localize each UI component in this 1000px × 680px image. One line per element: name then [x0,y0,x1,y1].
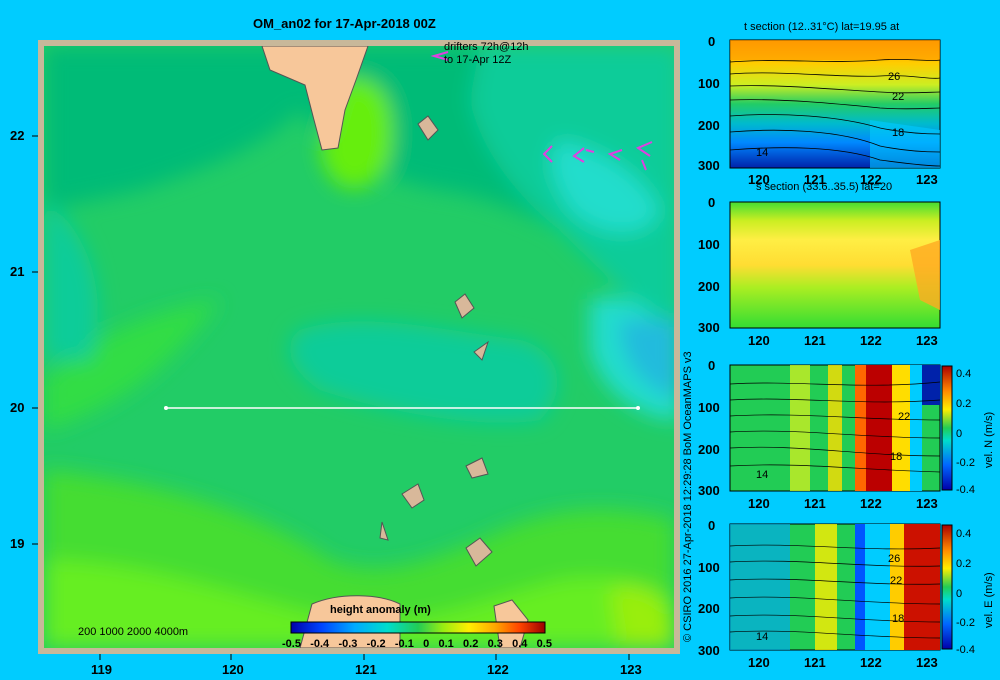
map-ytick: 19 [10,536,25,551]
vn-ytick: 300 [698,483,720,498]
map-xtick: 120 [222,662,244,677]
vel-n-plot: 22 18 14 [729,364,941,492]
svg-text:22: 22 [890,575,902,587]
vn-cbar-tick: 0 [956,428,963,440]
cbar-tick: -0.2 [366,638,386,650]
ve-xtick: 122 [860,655,882,670]
map-xtick: 122 [487,662,509,677]
s-xtick: 120 [748,333,770,348]
t-ytick: 300 [698,158,720,173]
cbar-tick: 0.2 [463,638,479,650]
s-xtick: 122 [860,333,882,348]
vn-xtick: 121 [804,496,826,511]
svg-text:18: 18 [892,613,904,625]
s-ytick: 100 [698,237,720,252]
t-xtick: 120 [748,172,770,187]
map-title: OM_an02 for 17-Apr-2018 00Z [253,16,436,31]
map-ytick: 20 [10,400,25,415]
vn-xtick: 123 [916,496,938,511]
cbar-tick: 0.3 [487,638,503,650]
vel-n-label: vel. N (m/s) [983,411,995,468]
cbar-tick: -0.1 [394,638,414,650]
height-colorbar [290,621,546,634]
ve-ytick: 300 [698,643,720,658]
map-ytick: 21 [10,264,25,279]
t-xtick: 121 [804,172,826,187]
ve-xtick: 120 [748,655,770,670]
svg-text:18: 18 [892,127,904,139]
cbar-tick: 0.1 [438,638,454,650]
vn-ytick: 100 [698,400,720,415]
s-xtick: 121 [804,333,826,348]
s-ytick: 0 [708,195,716,210]
ve-xtick: 121 [804,655,826,670]
ve-cbar-tick: -0.4 [956,644,975,656]
t-section-title: t section (12..31°C) lat=19.95 at [744,21,900,33]
t-ytick: 100 [698,76,720,91]
vel-e-colorbar [941,524,953,650]
cbar-tick: -0.5 [282,638,301,650]
depth-legend: 200 1000 2000 4000m [78,626,189,638]
ve-cbar-tick: 0.2 [956,558,972,570]
s-ytick: 200 [698,279,720,294]
t-xtick: 122 [860,172,882,187]
drifter-note-1: drifters 72h@12h [444,41,529,53]
vn-cbar-tick: -0.2 [956,457,975,469]
ve-cbar-tick: 0.4 [956,528,972,540]
cbar-tick: 0 [423,638,430,650]
colorbar-ticks: -0.5 -0.4 -0.3 -0.2 -0.1 0 0.1 0.2 0.3 0… [282,638,552,650]
svg-text:14: 14 [756,147,768,159]
height-anomaly-map [32,40,680,660]
t-ytick: 200 [698,118,720,133]
svg-text:14: 14 [756,631,768,643]
vn-ytick: 200 [698,442,720,457]
ve-cbar-tick: 0 [956,588,963,600]
map-ytick: 22 [10,128,25,143]
svg-text:26: 26 [888,553,900,565]
vn-cbar-tick: 0.4 [956,368,972,380]
s-ytick: 300 [698,320,720,335]
land-taiwan [261,46,369,151]
vel-e-label: vel. E (m/s) [983,572,995,628]
ve-ytick: 0 [708,518,716,533]
drifter-note-2: to 17-Apr 12Z [444,54,512,66]
svg-text:22: 22 [892,91,904,103]
t-section-plot: 26 22 18 14 [729,39,941,169]
cbar-tick: 0.4 [512,638,528,650]
cbar-tick: 0.5 [536,638,552,650]
drifter-tracks [430,51,653,171]
vn-xtick: 122 [860,496,882,511]
svg-text:22: 22 [898,411,910,423]
colorbar-title: height anomaly (m) [330,604,431,616]
ve-ytick: 100 [698,560,720,575]
cbar-tick: -0.4 [310,638,330,650]
s-section-plot [729,201,941,329]
ve-cbar-tick: -0.2 [956,617,975,629]
s-section-title: s section (33.6..35.5) lat=20 [756,181,893,193]
cbar-tick: -0.3 [338,638,358,650]
svg-text:14: 14 [756,469,768,481]
map-xtick: 119 [91,662,112,677]
s-xtick: 123 [916,333,938,348]
vel-e-plot: 26 22 18 14 [729,523,941,651]
t-xtick: 123 [916,172,938,187]
map-xtick: 121 [355,662,377,677]
vn-xtick: 120 [748,496,770,511]
svg-text:26: 26 [888,71,900,83]
vel-n-colorbar [941,365,953,491]
ve-xtick: 123 [916,655,938,670]
t-ytick: 0 [708,34,716,49]
vn-cbar-tick: 0.2 [956,398,972,410]
section-panels: 26 22 18 14 22 18 14 [729,39,953,651]
map-xtick: 123 [620,662,642,677]
map-field [44,46,674,648]
vn-cbar-tick: -0.4 [956,484,975,496]
vn-ytick: 0 [708,358,716,373]
svg-text:18: 18 [890,451,902,463]
ve-ytick: 200 [698,601,720,616]
